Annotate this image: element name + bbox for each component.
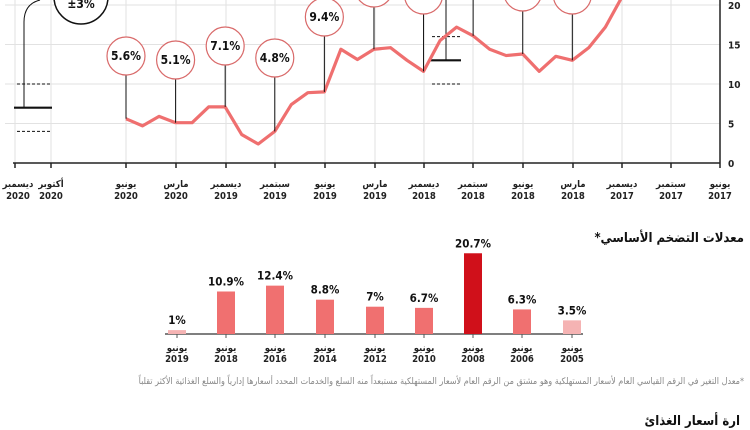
bar-value-label: 6.3% — [508, 292, 537, 306]
x-tick-month: مارس — [163, 179, 188, 190]
x-tick-year: 2020 — [164, 191, 188, 202]
x-tick-month: يونيو — [314, 179, 336, 190]
callout-circle — [504, 0, 541, 12]
bar-category-year: 2010 — [412, 354, 436, 365]
bar-value-label: 7% — [366, 290, 384, 304]
callout-circle — [304, 0, 344, 37]
y-tick-label: 10 — [728, 80, 741, 91]
x-tick-month: يونيو — [512, 179, 534, 190]
callout-circle — [404, 0, 443, 15]
next-section-heading: ارة أسعار الغذائ — [644, 414, 740, 429]
bar-value-label: 1% — [168, 313, 186, 327]
x-tick-year: 2018 — [461, 191, 485, 202]
callout-circle — [155, 40, 196, 80]
x-tick-month: سبتمبر — [259, 179, 290, 190]
bar-category-month: يونيو — [264, 343, 286, 354]
x-tick-year: 2019 — [313, 191, 337, 202]
bar-category-month: يونيو — [462, 343, 484, 354]
x-tick-year: 2018 — [412, 191, 436, 202]
bar-value-label: 3.5% — [558, 303, 587, 317]
x-tick-month: مارس — [362, 179, 387, 190]
footnote: *معدل التغير في الرقم القياسي العام لأسع… — [138, 377, 744, 387]
bar-category-year: 2005 — [560, 354, 584, 365]
callout-circle — [255, 38, 295, 78]
bar — [168, 330, 186, 334]
callout-label: 4.8% — [260, 51, 290, 65]
bar-category-year: 2014 — [313, 354, 337, 365]
inflation-line — [125, 0, 623, 146]
x-tick-month: أكتوبر — [37, 177, 63, 190]
x-tick-month: سبتمبر — [655, 179, 686, 190]
callout-label: 12% — [411, 0, 437, 2]
bar-category-year: 2006 — [510, 354, 534, 365]
bar-category-month: يونيو — [166, 343, 188, 354]
x-tick-month: يونيو — [709, 179, 731, 190]
bar — [316, 299, 334, 334]
x-tick-year: 2018 — [561, 191, 585, 202]
callout-label: 7.1% — [210, 39, 240, 53]
x-tick-year: 2020 — [39, 191, 63, 202]
bar-value-label: 10.9% — [208, 274, 245, 288]
bar-value-label: 12.4% — [257, 269, 294, 283]
y-tick-label: 15 — [728, 41, 741, 52]
x-tick-month: ديسمبر — [2, 179, 34, 190]
inflation-line-chart: 05101520ديسمبر2020أكتوبر2020يونيو2020مار… — [2, 0, 741, 202]
x-tick-year: 2017 — [659, 191, 683, 202]
bar-value-label: 20.7% — [455, 236, 492, 250]
bar — [415, 307, 433, 334]
bar-value-label: 6.7% — [410, 291, 439, 305]
callout-label: 13.3% — [554, 0, 592, 2]
bar — [366, 306, 384, 334]
callout-label: 5.6% — [111, 49, 141, 63]
y-tick-label: 5 — [728, 120, 734, 131]
x-tick-month: سبتمبر — [457, 179, 488, 190]
callout-label: 5.1% — [161, 53, 191, 67]
bar-category-year: 2019 — [165, 354, 189, 365]
bar-category-month: يونيو — [314, 343, 336, 354]
bar — [464, 253, 482, 334]
target-stem — [23, 0, 41, 108]
callout-circle — [553, 0, 592, 15]
x-tick-year: 2019 — [363, 191, 387, 202]
x-tick-year: 2018 — [511, 191, 535, 202]
callout-circle — [358, 0, 390, 8]
x-tick-month: يونيو — [115, 179, 137, 190]
bar-category-month: يونيو — [215, 343, 237, 354]
bar-category-month: يونيو — [413, 343, 435, 354]
bar-category-month: يونيو — [561, 343, 583, 354]
bar-category-year: 2016 — [263, 354, 287, 365]
bar-category-year: 2012 — [363, 354, 387, 365]
x-tick-year: 2019 — [263, 191, 287, 202]
target-band-label: ±3% — [67, 0, 95, 11]
bar-category-year: 2018 — [214, 354, 238, 365]
y-tick-label: 0 — [728, 159, 734, 170]
y-tick-label: 20 — [728, 1, 741, 12]
x-tick-year: 2017 — [610, 191, 634, 202]
bar — [217, 291, 235, 334]
x-tick-month: مارس — [560, 179, 585, 190]
bar-category-year: 2008 — [461, 354, 485, 365]
x-tick-year: 2017 — [708, 191, 732, 202]
bar — [513, 309, 531, 334]
x-tick-month: ديسمبر — [210, 179, 242, 190]
x-tick-year: 2020 — [6, 191, 30, 202]
bar-category-month: يونيو — [364, 343, 386, 354]
bar — [266, 285, 284, 334]
callout-label: 9.4% — [309, 10, 339, 24]
bar — [563, 320, 581, 334]
callout-circle — [205, 26, 245, 66]
bar-chart-title: معدلات التضخم الأساسي* — [594, 231, 744, 246]
callout-circle — [106, 36, 146, 76]
x-tick-year: 2019 — [214, 191, 238, 202]
x-tick-month: ديسمبر — [606, 179, 638, 190]
x-tick-year: 2020 — [114, 191, 138, 202]
x-tick-month: ديسمبر — [408, 179, 440, 190]
target-band-circle — [53, 0, 109, 25]
bar-category-month: يونيو — [511, 343, 533, 354]
bar-value-label: 8.8% — [311, 283, 340, 297]
